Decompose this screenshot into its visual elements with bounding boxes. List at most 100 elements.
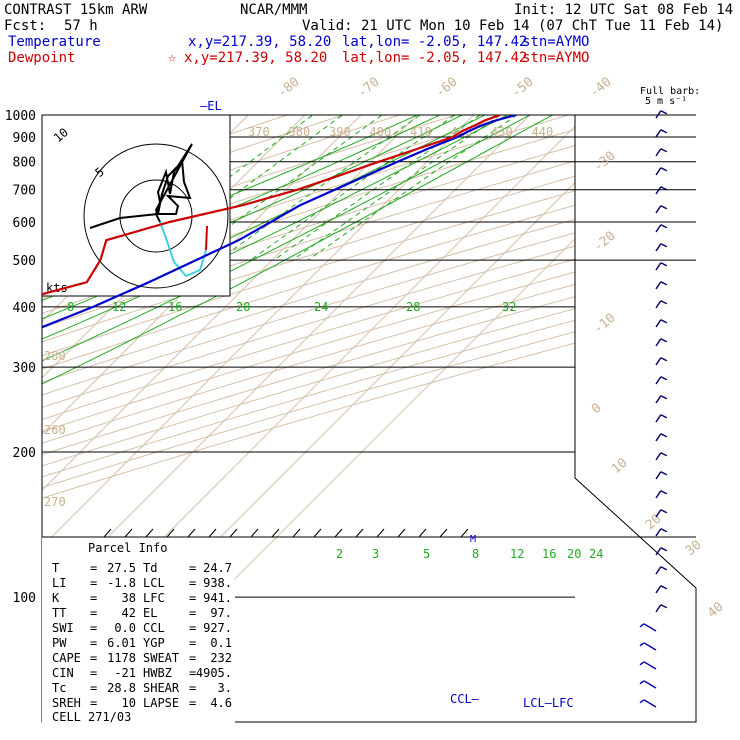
wind-barb [643,642,657,651]
wind-barb-flag [660,281,668,286]
wind-barb [655,547,662,556]
lcl-lfc-level-label: LCL—LFC [523,696,574,710]
hatch-mark [187,528,196,538]
parcel-value-right: 0.1 [210,636,232,650]
theta-e-label: 400 [370,125,392,139]
wind-barb-flag [660,224,668,229]
dewpoint-latlon: lat,lon= -2.05, 147.42 [342,50,528,66]
parcel-info-background [42,537,235,723]
parcel-value-right: 4905. [196,666,232,680]
wind-barb-flag [660,110,668,115]
parcel-equals: = [189,696,196,710]
pressure-tick-label: 900 [13,131,36,146]
parcel-value-left: 10 [122,696,136,710]
parcel-equals: = [189,561,196,575]
mixing-ratio-line [273,115,495,261]
wind-barb [655,300,662,309]
wind-barb [655,471,662,480]
ccl-level-label: CCL— [450,692,480,706]
wind-barb [655,205,662,214]
parcel-equals: = [90,651,97,665]
mixing-ratio-label-bottom: 12 [510,547,524,561]
hodograph-trace-low [205,225,208,251]
init-time: Init: 12 UTC Sat 08 Feb 14 [514,2,734,18]
dry-adiabat-line [42,115,696,598]
dry-adiabat-line [42,115,696,598]
wind-barb [655,262,662,271]
isotherm-label: 30 [683,538,705,560]
wind-barb-flag [639,661,645,666]
wind-barb [655,528,662,537]
wind-barb [655,585,662,594]
parcel-key-left: CIN [52,666,74,680]
mixing-ratio-label-top: 12 [112,300,126,314]
wind-barb-flag [660,471,668,476]
hatch-mark [355,528,364,538]
parcel-equals: = [90,681,97,695]
wind-barb [655,357,662,366]
pressure-tick-label: 800 [13,156,36,171]
parcel-key-left: LI [52,576,66,590]
isotherm-label: -70 [355,74,383,101]
parcel-equals: = [90,621,97,635]
mixing-ratio-line [218,115,435,261]
parcel-value-right: 938. [203,576,232,590]
moist-adiabat-line [42,115,506,453]
moist-adiabat-line [42,115,528,453]
mixing-ratio-line [307,115,533,261]
dry-adiabat-line [42,115,696,598]
wind-barb-flag [660,129,668,134]
mixing-ratio-line [292,115,516,261]
wind-barb [655,281,662,290]
isotherm-label: 10 [609,456,631,478]
isotherm-label: -50 [509,74,537,101]
parcel-equals: = [90,591,97,605]
mixing-ratio-label-bottom: 16 [542,547,556,561]
wind-barb-flag [660,547,668,552]
wind-barb-flag [639,642,645,647]
wind-barb [643,623,657,632]
mixing-ratio-label-top: 32 [502,300,516,314]
wind-barb-flag [660,395,668,400]
parcel-equals: = [189,576,196,590]
parcel-key-left: PW [52,636,67,650]
parcel-value-left: 42 [122,606,136,620]
wind-barb [655,319,662,328]
pressure-tick-label: 700 [13,184,36,199]
isotherm-label: -30 [591,148,619,175]
wind-barb-flag [660,509,668,514]
pressure-tick-label: 500 [13,254,36,269]
wind-barb [655,376,662,385]
hatch-mark [397,528,406,538]
pressure-tick-label: 300 [13,361,36,376]
parcel-key-right: SWEAT [143,651,179,665]
hatch-mark [376,528,385,538]
dewpoint-label: Dewpoint [8,50,76,66]
mixing-ratio-label-bottom: 20 [567,547,581,561]
parcel-equals: = [90,606,97,620]
parcel-equals: = [90,561,97,575]
parcel-equals: = [189,666,196,680]
isotherm-label: -40 [587,74,615,101]
parcel-key-left: SREH [52,696,81,710]
parcel-equals: = [189,651,196,665]
dry-adiabat-line [42,115,696,598]
wind-barb-flag [660,300,668,305]
hodograph-ring-10 [83,143,229,289]
wind-barb-flag [660,490,668,495]
wind-barb-flag [660,566,668,571]
parcel-equals: = [90,636,97,650]
hatch-mark [313,528,322,538]
isotherm-label: 40 [705,600,727,622]
parcel-key-left: K [52,591,60,605]
dry-adiabat-line [0,105,32,597]
parcel-value-left: -21 [114,666,136,680]
hodograph-trace-upper [89,143,193,229]
mixing-ratio-label-bottom: 5 [423,547,430,561]
dry-adiabat-line [42,115,696,598]
wind-barb-flag [660,167,668,172]
theta-e-label: 390 [329,125,351,139]
mixing-ratio-label-bottom: 3 [372,547,379,561]
parcel-equals: = [189,621,196,635]
